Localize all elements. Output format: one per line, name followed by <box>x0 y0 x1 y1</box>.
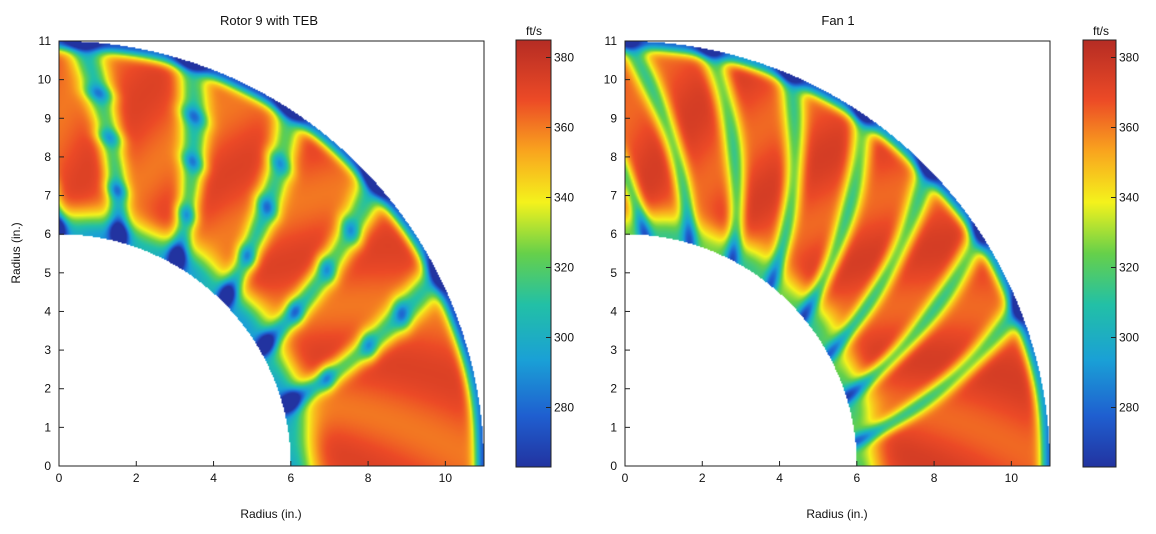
colorbar-ticks-2: 280 300 320 340 360 380 <box>1111 51 1139 415</box>
colorbar-1 <box>515 39 552 468</box>
x-axis-label-1: Radius (in.) <box>240 507 301 521</box>
x-tick-label: 0 <box>622 471 629 485</box>
y-tick-label: 6 <box>44 227 51 241</box>
panel-1: Rotor 9 with TEB 0 2 4 6 8 10 0 1 2 3 4 5 6 7 8 9 10 11 R… <box>9 13 574 521</box>
heatmap-image-1 <box>59 41 484 466</box>
x-tick-label: 6 <box>287 471 294 485</box>
colorbar-tick-label: 280 <box>1119 401 1139 415</box>
x-tick-label: 8 <box>931 471 938 485</box>
plot-frame-1 <box>58 40 485 467</box>
y-tick-label: 1 <box>610 420 617 434</box>
y-tick-label: 6 <box>610 227 617 241</box>
y-tick-label: 4 <box>44 304 51 318</box>
x-tick-label: 6 <box>853 471 860 485</box>
y-tick-label: 2 <box>610 382 617 396</box>
y-tick-label: 5 <box>610 266 617 280</box>
axes-2: 0 2 4 6 8 10 0 1 2 3 4 5 6 7 8 9 10 11 <box>604 34 1019 485</box>
y-tick-label: 11 <box>39 34 52 48</box>
colorbar-tick-label: 320 <box>1119 261 1139 275</box>
x-tick-label: 2 <box>699 471 706 485</box>
x-tick-label: 10 <box>1005 471 1019 485</box>
y-tick-label: 9 <box>44 111 51 125</box>
colorbar-tick-label: 380 <box>554 51 574 65</box>
colorbar-tick-label: 320 <box>554 261 574 275</box>
y-tick-label: 8 <box>44 150 51 164</box>
y-tick-label: 0 <box>610 459 617 473</box>
y-tick-label: 4 <box>610 304 617 318</box>
colorbar-tick-label: 340 <box>554 191 574 205</box>
x-tick-label: 8 <box>365 471 372 485</box>
colorbar-tick-label: 300 <box>1119 331 1139 345</box>
colorbar-tick-label: 340 <box>1119 191 1139 205</box>
y-tick-label: 8 <box>610 150 617 164</box>
colorbar-tick-label: 280 <box>554 401 574 415</box>
y-axis-label-1: Radius (in.) <box>9 222 23 283</box>
y-tick-label: 3 <box>610 343 617 357</box>
x-axis-label-2: Radius (in.) <box>806 507 867 521</box>
panel-2: Fan 1 0 2 4 6 8 10 0 1 2 3 4 5 6 7 8 9 10 11 Radius (in.)… <box>604 13 1140 521</box>
chart-title-1: Rotor 9 with TEB <box>220 13 318 28</box>
colorbar-label-2: ft/s <box>1093 24 1109 38</box>
colorbar-tick-label: 360 <box>554 121 574 135</box>
y-tick-label: 2 <box>44 382 51 396</box>
colorbar-tick-label: 380 <box>1119 51 1139 65</box>
y-tick-label: 10 <box>604 73 618 87</box>
plot-frame-2 <box>624 40 1051 467</box>
colorbar-ticks-1: 280 300 320 340 360 380 <box>546 51 574 415</box>
y-tick-label: 10 <box>38 73 52 87</box>
colorbar-tick-label: 360 <box>1119 121 1139 135</box>
x-tick-label: 4 <box>776 471 783 485</box>
axes-1: 0 2 4 6 8 10 0 1 2 3 4 5 6 7 8 9 10 11 <box>38 34 453 485</box>
y-tick-label: 7 <box>44 189 51 203</box>
y-tick-label: 7 <box>610 189 617 203</box>
colorbar-2 <box>1082 39 1117 468</box>
x-tick-label: 2 <box>133 471 140 485</box>
y-tick-label: 9 <box>610 111 617 125</box>
x-tick-label: 4 <box>210 471 217 485</box>
y-tick-label: 1 <box>44 420 51 434</box>
colorbar-label-1: ft/s <box>526 24 542 38</box>
y-tick-label: 0 <box>44 459 51 473</box>
chart-title-2: Fan 1 <box>821 13 854 28</box>
x-tick-label: 0 <box>56 471 63 485</box>
y-tick-label: 3 <box>44 343 51 357</box>
y-tick-label: 11 <box>605 34 618 48</box>
colorbar-tick-label: 300 <box>554 331 574 345</box>
y-tick-label: 5 <box>44 266 51 280</box>
heatmap-image-2 <box>625 41 1050 466</box>
x-tick-label: 10 <box>439 471 453 485</box>
